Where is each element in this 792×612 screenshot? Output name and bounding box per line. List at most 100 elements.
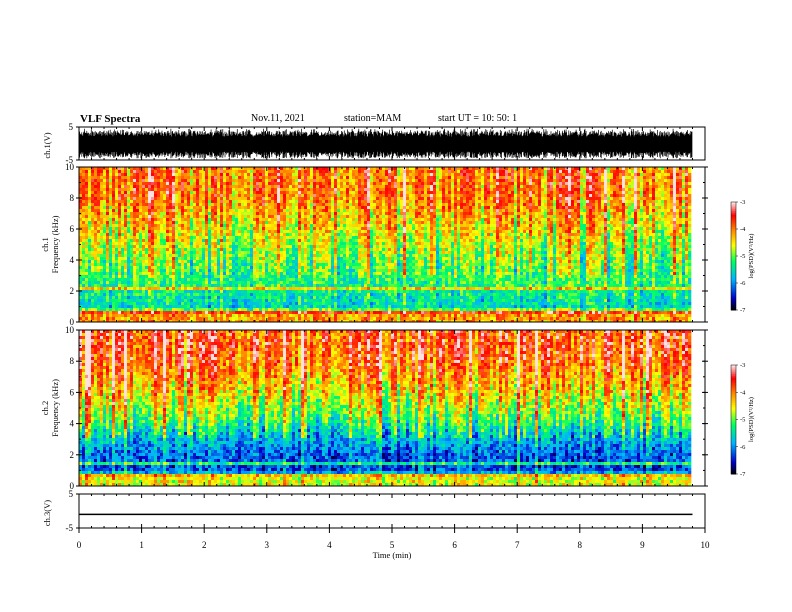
spectrogram-cell [286, 317, 289, 320]
spectrogram-cell [253, 272, 256, 275]
spectrogram-cell [166, 287, 169, 290]
spectrogram-cell [97, 248, 100, 251]
spectrogram-cell [301, 233, 304, 236]
spectrogram-cell [241, 200, 244, 203]
spectrogram-cell [319, 299, 322, 302]
spectrogram-cell [241, 317, 244, 320]
spectrogram-cell [211, 254, 214, 257]
spectrogram-cell [310, 230, 313, 233]
spectrogram-cell [118, 224, 121, 227]
spectrogram-cell [337, 218, 340, 221]
spectrogram-cell [259, 293, 262, 296]
spectrogram-cell [178, 263, 181, 266]
spectrogram-cell [124, 233, 127, 236]
spectrogram-cell [310, 212, 313, 215]
spectrogram-cell [256, 284, 259, 287]
spectrogram-cell [334, 317, 337, 320]
spectrogram-cell [265, 179, 268, 182]
spectrogram-cell [136, 200, 139, 203]
spectrogram-cell [115, 191, 118, 194]
spectrogram-cell [253, 263, 256, 266]
spectrogram-cell [178, 209, 181, 212]
spectrogram-cell [106, 254, 109, 257]
spectrogram-cell [232, 269, 235, 272]
spectrogram-cell [343, 299, 346, 302]
spectrogram-cell [139, 260, 142, 263]
spectrogram-cell [337, 302, 340, 305]
spectrogram-cell [262, 314, 265, 317]
spectrogram-cell [280, 179, 283, 182]
spectrogram-cell [94, 290, 97, 293]
spectrogram-cell [151, 224, 154, 227]
spectrogram-cell [220, 173, 223, 176]
spectrogram-cell [283, 275, 286, 278]
spectrogram-cell [262, 254, 265, 257]
spectrogram-cell [121, 287, 124, 290]
spectrogram-cell [127, 173, 130, 176]
spectrogram-cell [178, 302, 181, 305]
spectrogram-cell [157, 206, 160, 209]
spectrogram-cell [142, 287, 145, 290]
spectrogram-cell [256, 266, 259, 269]
spectrogram-cell [307, 200, 310, 203]
spectrogram-cell [217, 281, 220, 284]
spectrogram-cell [358, 173, 361, 176]
spectrogram-cell [244, 185, 247, 188]
spectrogram-cell [163, 200, 166, 203]
spectrogram-cell [331, 317, 334, 320]
spectrogram-cell [118, 275, 121, 278]
spectrogram-cell [274, 173, 277, 176]
spectrogram-cell [223, 260, 226, 263]
spectrogram-cell [130, 236, 133, 239]
spectrogram-cell [229, 242, 232, 245]
spectrogram-cell [316, 242, 319, 245]
spectrogram-cell [109, 254, 112, 257]
spectrogram-cell [199, 278, 202, 281]
spectrogram-cell [316, 293, 319, 296]
spectrogram-cell [214, 179, 217, 182]
spectrogram-cell [178, 227, 181, 230]
spectrogram-cell [193, 209, 196, 212]
spectrogram-cell [160, 209, 163, 212]
spectrogram-cell [322, 173, 325, 176]
spectrogram-cell [229, 248, 232, 251]
spectrogram-cell [244, 314, 247, 317]
spectrogram-cell [271, 188, 274, 191]
spectrogram-cell [331, 299, 334, 302]
spectrogram-cell [124, 173, 127, 176]
spectrogram-cell [268, 311, 271, 314]
spectrogram-cell [265, 194, 268, 197]
spectrogram-cell [109, 284, 112, 287]
spectrogram-cell [109, 227, 112, 230]
spectrogram-cell [97, 287, 100, 290]
spectrogram-cell [223, 188, 226, 191]
spectrogram-cell [145, 197, 148, 200]
spectrogram-cell [85, 203, 88, 206]
spectrogram-cell [319, 176, 322, 179]
spectrogram-cell [349, 278, 352, 281]
spectrogram-cell [253, 239, 256, 242]
spectrogram-cell [355, 233, 358, 236]
spectrogram-cell [277, 227, 280, 230]
spectrogram-cell [313, 287, 316, 290]
spectrogram-cell [145, 314, 148, 317]
spectrogram-cell [334, 311, 337, 314]
spectrogram-cell [118, 227, 121, 230]
spectrogram-cell [304, 314, 307, 317]
spectrogram-cell [106, 209, 109, 212]
spectrogram-cell [148, 206, 151, 209]
spectrogram-cell [133, 314, 136, 317]
spectrogram-cell [139, 281, 142, 284]
spectrogram-cell [301, 311, 304, 314]
spectrogram-cell [244, 194, 247, 197]
spectrogram-cell [169, 287, 172, 290]
spectrogram-cell [127, 209, 130, 212]
spectrogram-cell [220, 299, 223, 302]
spectrogram-cell [274, 254, 277, 257]
spectrogram-cell [346, 248, 349, 251]
spectrogram-cell [211, 170, 214, 173]
spectrogram-cell [136, 209, 139, 212]
spectrogram-cell [166, 239, 169, 242]
spectrogram-cell [259, 188, 262, 191]
spectrogram-cell [298, 182, 301, 185]
